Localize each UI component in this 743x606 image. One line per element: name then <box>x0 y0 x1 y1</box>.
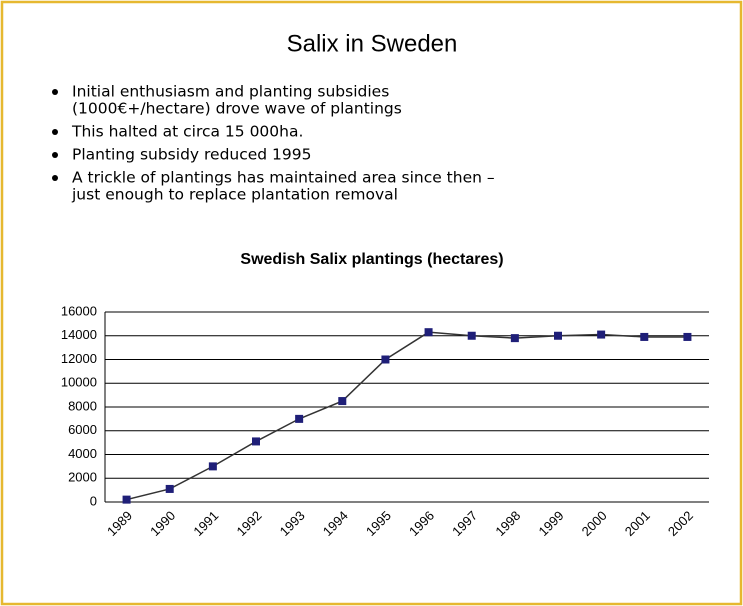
marker <box>122 495 131 504</box>
marker <box>683 332 692 341</box>
y-tick-label: 14000 <box>61 327 97 342</box>
bullet-dot <box>52 129 58 135</box>
y-tick-label: 16000 <box>61 303 97 318</box>
marker <box>467 331 476 340</box>
marker <box>597 330 606 339</box>
chart-title: Swedish Salix plantings (hectares) <box>240 251 503 268</box>
marker <box>424 328 433 337</box>
line <box>126 331 688 501</box>
marker <box>381 355 390 364</box>
y-tick-label: 4000 <box>68 446 97 461</box>
bullet-text: Initial enthusiasm and planting subsidie… <box>72 83 389 101</box>
bullet-text: A trickle of plantings has maintained ar… <box>72 169 495 187</box>
marker <box>338 397 347 406</box>
bullet-text: (1000€+/hectare) drove wave of plantings <box>72 100 402 118</box>
marker <box>295 414 304 423</box>
y-tick-label: 6000 <box>68 422 97 437</box>
bullet-dot <box>52 89 58 95</box>
y-tick-label: 12000 <box>61 351 97 366</box>
bullet-text: Planting subsidy reduced 1995 <box>72 146 312 164</box>
marker <box>640 332 649 341</box>
marker <box>165 484 174 493</box>
marker <box>252 437 260 446</box>
y-tick-label: 2000 <box>68 470 97 485</box>
bullet-dot <box>52 175 58 181</box>
marker <box>208 462 217 471</box>
y-tick-label: 0 <box>90 493 97 508</box>
bullet-text: This halted at circa 15 000ha. <box>71 123 303 141</box>
marker <box>554 331 562 340</box>
bullet-text: just enough to replace plantation remova… <box>71 186 398 204</box>
slide-title: Salix in Sweden <box>287 30 458 57</box>
y-tick-label: 8000 <box>68 398 97 413</box>
bullet-dot <box>52 152 58 158</box>
marker <box>510 334 519 343</box>
y-tick-label: 10000 <box>61 375 97 390</box>
